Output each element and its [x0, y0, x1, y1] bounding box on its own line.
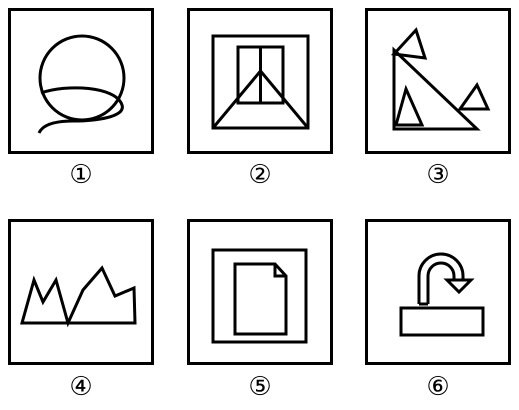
window-triangle-figure — [211, 34, 310, 130]
small-triangle-inner — [394, 84, 425, 127]
figure-label-6: ⑥ — [426, 372, 450, 402]
large-triangle — [392, 46, 481, 131]
triangles-figure — [390, 27, 491, 131]
circle-shape — [38, 34, 126, 122]
figure-label-3: ③ — [426, 160, 450, 190]
spiral-curve — [37, 86, 124, 134]
inner-frame — [211, 248, 308, 344]
small-triangle-right — [457, 82, 491, 111]
figure-panel-6 — [365, 219, 511, 365]
figure-panel-3 — [365, 8, 511, 154]
curved-arrow-inner — [426, 261, 456, 304]
curved-arrow-outer — [417, 252, 465, 304]
figure-panel-2 — [187, 8, 333, 154]
zigzag-shape — [20, 265, 137, 328]
arrow-head-icon — [443, 278, 475, 295]
zigzag-figure — [20, 265, 137, 328]
small-triangle-top — [390, 27, 428, 60]
figure-panel-5 — [187, 219, 333, 365]
figure-label-4: ④ — [69, 372, 93, 402]
figure-label-5: ⑤ — [248, 372, 272, 402]
document-icon — [233, 262, 288, 336]
inner-square — [211, 34, 310, 130]
arrow-box-figure — [399, 252, 485, 337]
figure-panel-1 — [8, 8, 154, 154]
base-rectangle — [399, 306, 485, 337]
figure-label-2: ② — [248, 160, 272, 190]
document-figure — [211, 248, 308, 344]
circle-spiral-figure — [37, 34, 126, 134]
document-fold — [273, 264, 286, 278]
figure-panel-4 — [8, 219, 154, 365]
figure-label-1: ① — [69, 160, 93, 190]
triangle-roof — [211, 68, 310, 129]
